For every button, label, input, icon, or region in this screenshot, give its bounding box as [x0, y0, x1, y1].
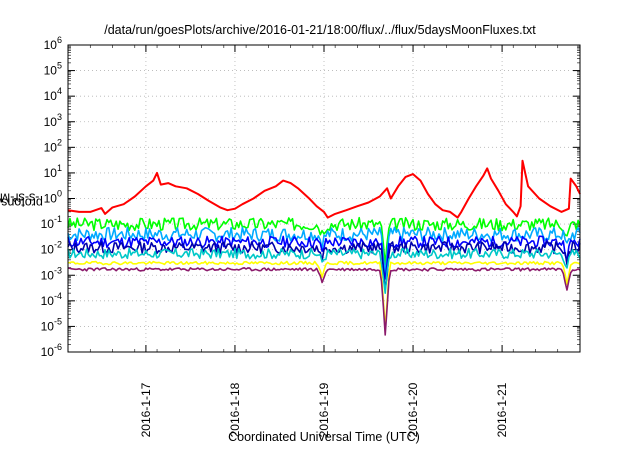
x-tick-label: 2016-1-20 — [406, 382, 420, 437]
series-line — [67, 159, 581, 219]
y-tick-label: 100 — [44, 189, 62, 206]
y-tick-label: 106 — [44, 35, 62, 52]
y-tick-label: 104 — [44, 86, 62, 103]
y-tick-label: 10-5 — [41, 316, 62, 333]
y-tick-label: 103 — [44, 112, 62, 129]
y-axis-title-units: -s-sr-MeV — [0, 190, 40, 205]
plot-frame — [67, 44, 581, 353]
series-line — [67, 235, 581, 280]
y-tick-label: 10-6 — [41, 342, 62, 359]
series-line — [67, 247, 581, 294]
x-tick-label: 2016-1-21 — [495, 382, 509, 437]
x-axis-title: Coordinated Universal Time (UTC) — [228, 430, 420, 444]
series-line — [67, 216, 581, 266]
series-line — [67, 267, 581, 336]
x-tick-label: 2016-1-18 — [228, 382, 242, 437]
y-tick-label: 105 — [44, 61, 62, 78]
x-tick-label: 2016-1-17 — [139, 382, 153, 437]
y-tick-label: 102 — [44, 137, 62, 154]
y-tick-label: 10-1 — [41, 214, 62, 231]
x-tick-label: 2016-1-19 — [317, 382, 331, 437]
y-tick-label: 10-3 — [41, 265, 62, 282]
y-tick-label: 101 — [44, 163, 62, 180]
chart-title: /data/run/goesPlots/archive/2016-01-21/1… — [104, 23, 536, 37]
y-tick-label: 10-2 — [41, 240, 62, 257]
series-line — [67, 260, 581, 330]
y-tick-label: 10-4 — [41, 291, 62, 308]
